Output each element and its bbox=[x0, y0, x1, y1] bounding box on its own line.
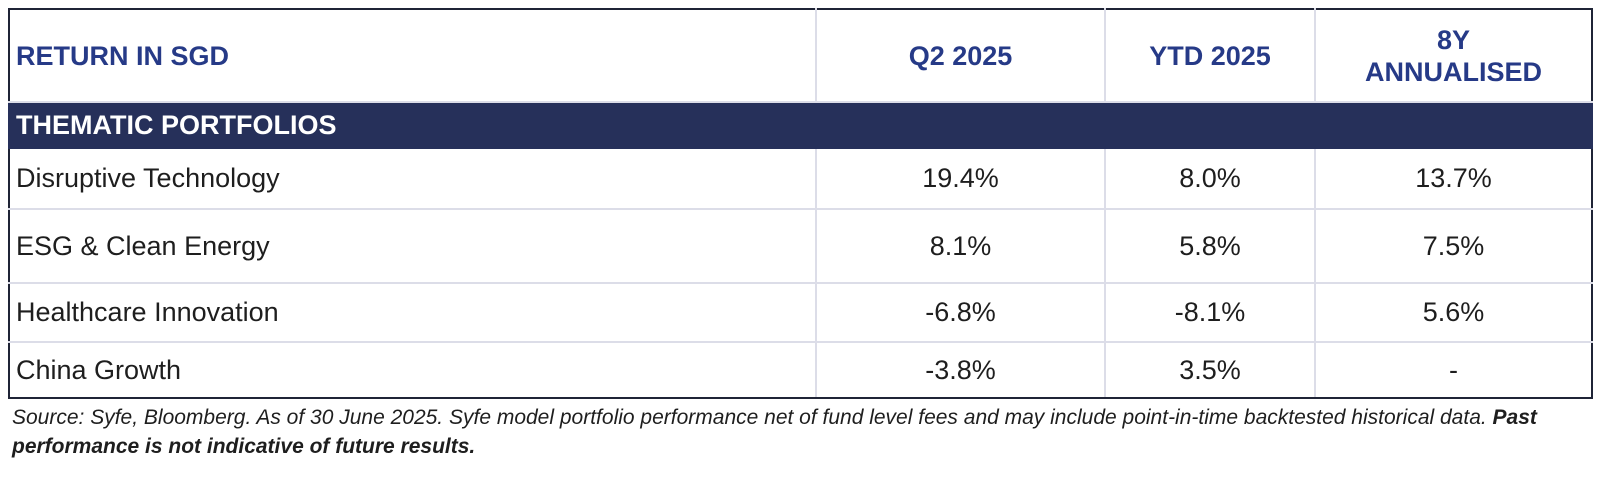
footnote-source-text: Source: Syfe, Bloomberg. As of 30 June 2… bbox=[12, 406, 1493, 429]
header-q2-2025: Q2 2025 bbox=[815, 8, 1106, 103]
row-q2-value: -3.8% bbox=[815, 341, 1106, 399]
row-ytd-value: 3.5% bbox=[1104, 341, 1316, 399]
section-header-row: THEMATIC PORTFOLIOS bbox=[8, 101, 1593, 149]
source-footnote: Source: Syfe, Bloomberg. As of 30 June 2… bbox=[12, 403, 1587, 461]
row-ytd-value: 5.8% bbox=[1104, 208, 1316, 284]
footnote-disclaimer: Past performance is not indicative of fu… bbox=[12, 406, 1537, 458]
row-q2-value: -6.8% bbox=[815, 282, 1106, 343]
row-q2-value: 8.1% bbox=[815, 208, 1106, 284]
table-row: Disruptive Technology 19.4% 8.0% 13.7% bbox=[8, 147, 1593, 210]
header-return-label: RETURN IN SGD bbox=[8, 8, 817, 103]
row-8y-value: 5.6% bbox=[1314, 282, 1593, 343]
header-ytd-2025: YTD 2025 bbox=[1104, 8, 1316, 103]
table-header-row: RETURN IN SGD Q2 2025 YTD 2025 8Y ANNUAL… bbox=[8, 8, 1593, 103]
row-name: ESG & Clean Energy bbox=[8, 208, 817, 284]
row-q2-value: 19.4% bbox=[815, 147, 1106, 210]
row-ytd-value: 8.0% bbox=[1104, 147, 1316, 210]
row-ytd-value: -8.1% bbox=[1104, 282, 1316, 343]
table-row: ESG & Clean Energy 8.1% 5.8% 7.5% bbox=[8, 208, 1593, 284]
header-8y-line2: ANNUALISED bbox=[1364, 56, 1542, 87]
row-8y-value: - bbox=[1314, 341, 1593, 399]
header-8y-annualised: 8Y ANNUALISED bbox=[1314, 8, 1593, 103]
row-8y-value: 7.5% bbox=[1314, 208, 1593, 284]
row-8y-value: 13.7% bbox=[1314, 147, 1593, 210]
row-name: China Growth bbox=[8, 341, 817, 399]
section-title-thematic: THEMATIC PORTFOLIOS bbox=[8, 101, 1593, 149]
table-row: China Growth -3.8% 3.5% - bbox=[8, 341, 1593, 399]
returns-table-container: RETURN IN SGD Q2 2025 YTD 2025 8Y ANNUAL… bbox=[8, 8, 1593, 399]
row-name: Healthcare Innovation bbox=[8, 282, 817, 343]
returns-table: RETURN IN SGD Q2 2025 YTD 2025 8Y ANNUAL… bbox=[8, 8, 1593, 399]
table-row: Healthcare Innovation -6.8% -8.1% 5.6% bbox=[8, 282, 1593, 343]
header-8y-line1: 8Y bbox=[1436, 24, 1471, 55]
row-name: Disruptive Technology bbox=[8, 147, 817, 210]
